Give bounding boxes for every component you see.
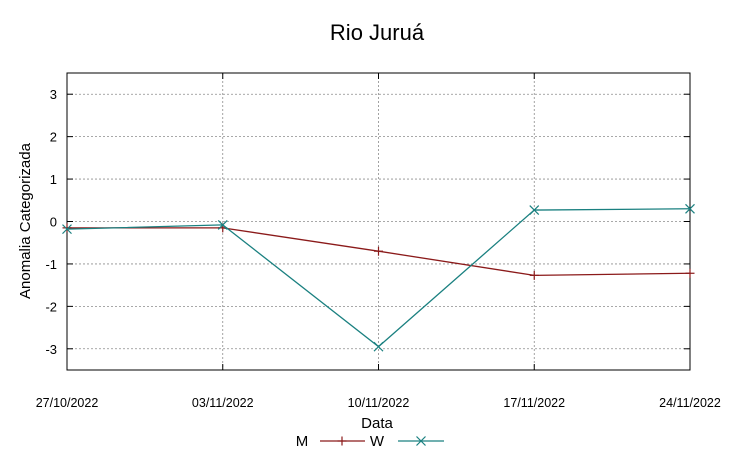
- legend-label: W: [370, 433, 385, 450]
- y-tick-label: 3: [50, 87, 57, 102]
- y-tick-label: -2: [45, 299, 57, 314]
- legend-marker: [416, 436, 426, 446]
- x-axis-label: Data: [361, 415, 393, 432]
- series-W: [62, 203, 695, 352]
- data-point: [62, 224, 72, 235]
- series-M: [62, 223, 695, 280]
- data-point: [62, 223, 72, 233]
- y-tick-label: 0: [50, 215, 57, 230]
- data-point: [217, 219, 228, 230]
- grid: [66, 73, 691, 370]
- data-point: [685, 203, 695, 214]
- series-group: [62, 203, 695, 352]
- x-tick-label: 27/10/2022: [36, 396, 99, 410]
- chart-title: Rio Juruá: [330, 20, 425, 45]
- data-point: [529, 270, 539, 280]
- axis-ticks: -3 -2 -1 0 1 2 3 27/10/2022 03/11/2022 10/11/2022…: [36, 73, 721, 410]
- y-axis-label: Anomalia Categorizada: [17, 142, 34, 299]
- x-tick-label: 03/11/2022: [192, 396, 254, 410]
- x-tick-label: 17/11/2022: [503, 396, 565, 410]
- data-point: [374, 246, 383, 256]
- y-tick-label: 2: [50, 130, 57, 145]
- legend-entry-W: W: [370, 433, 444, 450]
- data-point: [373, 341, 384, 352]
- y-tick-label: -3: [45, 342, 57, 357]
- y-tick-label: 1: [50, 172, 57, 187]
- data-point: [529, 205, 540, 215]
- legend-marker: [337, 436, 347, 446]
- legend-label: M: [296, 433, 309, 450]
- y-tick-label: -1: [45, 257, 57, 272]
- x-tick-label: 10/11/2022: [348, 396, 410, 410]
- x-tick-label: 24/11/2022: [659, 396, 721, 410]
- data-point: [685, 268, 695, 278]
- legend-entry-M: M: [296, 433, 365, 450]
